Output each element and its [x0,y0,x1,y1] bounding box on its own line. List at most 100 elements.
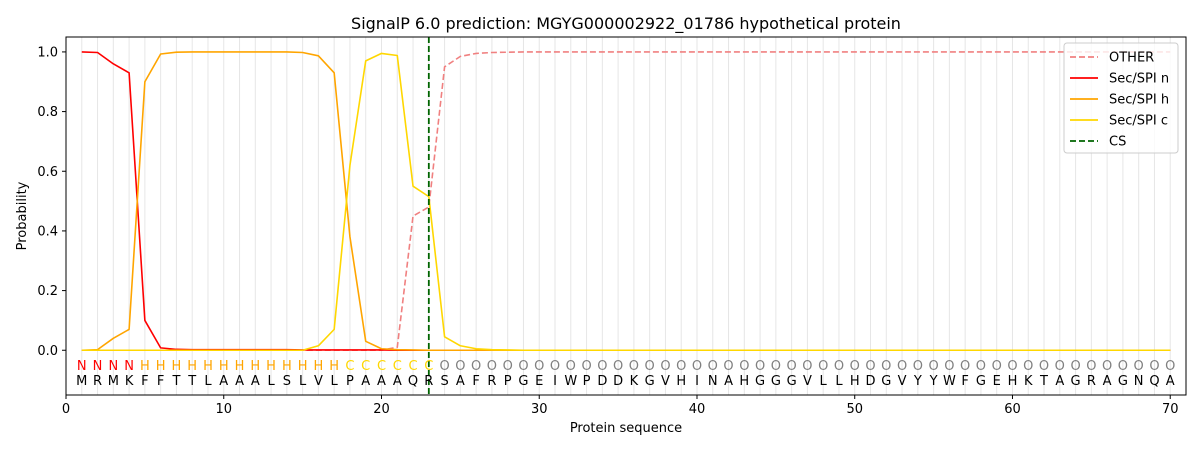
sequence-residue: S [440,374,448,389]
sequence-residue: G [976,374,986,389]
sequence-residue: W [564,374,577,389]
sequence-residue: G [1118,374,1128,389]
sequence-residue: V [898,374,907,389]
region-label: H [219,359,229,374]
sequence-residue: H [1008,374,1018,389]
region-label: H [314,359,324,374]
sequence-residue: L [820,374,828,389]
chart-title: SignalP 6.0 prediction: MGYG000002922_01… [351,14,901,34]
sequence-residue: M [108,374,119,389]
y-tick-label: 0.8 [37,105,58,120]
region-label: C [361,359,370,374]
sequence-residue: V [314,374,323,389]
region-label: O [708,359,718,374]
sequence-residue: I [695,374,699,389]
sequence-residue: P [504,374,512,389]
x-tick-label: 30 [531,402,548,417]
x-tick-label: 20 [373,402,390,417]
region-label: O [534,359,544,374]
region-label: C [393,359,402,374]
sequence-residue: T [1039,374,1048,389]
x-axis-label: Protein sequence [570,421,682,436]
sequence-residue: F [472,374,479,389]
region-label: C [424,359,433,374]
sequence-residue: L [835,374,843,389]
region-label: O [471,359,481,374]
region-label: O [1149,359,1159,374]
sequence-residue: G [1071,374,1081,389]
x-tick-label: 10 [215,402,232,417]
legend-box [1063,42,1179,154]
sequence-residue: P [346,374,354,389]
sequence-residue: D [865,374,875,389]
x-tick-label: 40 [689,402,706,417]
region-label: O [976,359,986,374]
sequence-residue: N [1134,374,1144,389]
region-label: O [992,359,1002,374]
sequence-residue: A [393,374,402,389]
sequence-residue: P [583,374,591,389]
region-label: H [203,359,213,374]
sequence-residue: A [1055,374,1064,389]
sequence-residue: G [881,374,891,389]
sequence-residue: K [630,374,639,389]
region-label: O [1023,359,1033,374]
sequence-residue: H [850,374,860,389]
region-label: H [187,359,197,374]
region-label: O [503,359,513,374]
legend: OTHER Sec/SPI n Sec/SPI h Sec/SPI c CS [1063,42,1179,154]
region-label: O [1134,359,1144,374]
region-label: O [645,359,655,374]
sequence-residue: A [1103,374,1112,389]
region-label: O [629,359,639,374]
region-label: O [1055,359,1065,374]
sequence-residue: G [645,374,655,389]
region-label: N [93,359,103,374]
x-tick-label: 60 [1004,402,1021,417]
sequence-residue: A [361,374,370,389]
series-line-sec-spi-n [81,51,1171,352]
sequence-residue: L [267,374,275,389]
region-label: O [1007,359,1017,374]
sequence-residue: F [961,374,968,389]
region-label: O [897,359,907,374]
region-label: O [865,359,875,374]
region-label: O [850,359,860,374]
region-label: O [487,359,497,374]
x-tick-label: 0 [62,402,70,417]
sequence-residue: M [76,374,87,389]
region-label: O [755,359,765,374]
region-label: O [1070,359,1080,374]
x-tick-label: 70 [1162,402,1179,417]
y-axis-label: Probability [15,181,30,250]
region-label: O [550,359,560,374]
region-label: O [455,359,465,374]
region-label: O [1039,359,1049,374]
region-label: C [345,359,354,374]
sequence-residue: R [487,374,496,389]
region-label: O [944,359,954,374]
sequence-residue: Q [1149,374,1159,389]
legend-label: OTHER [1109,51,1154,66]
region-label: O [960,359,970,374]
sequence-residue: A [456,374,465,389]
sequence-residue: A [377,374,386,389]
sequence-residue: A [219,374,228,389]
sequence-residue: W [943,374,956,389]
sequence-residue: G [771,374,781,389]
y-tick-label: 1.0 [37,45,58,60]
sequence-residue: Y [913,374,922,389]
sequence-residue: D [597,374,607,389]
sequence-residue: V [661,374,670,389]
region-label: O [613,359,623,374]
legend-label: Sec/SPI c [1109,114,1168,129]
series-line-other [81,51,1171,352]
region-label: N [108,359,118,374]
region-label: O [739,359,749,374]
region-label: O [518,359,528,374]
sequence-residue: A [251,374,260,389]
sequence-residue: T [187,374,196,389]
sequence-residue: D [613,374,623,389]
region-label: H [298,359,308,374]
